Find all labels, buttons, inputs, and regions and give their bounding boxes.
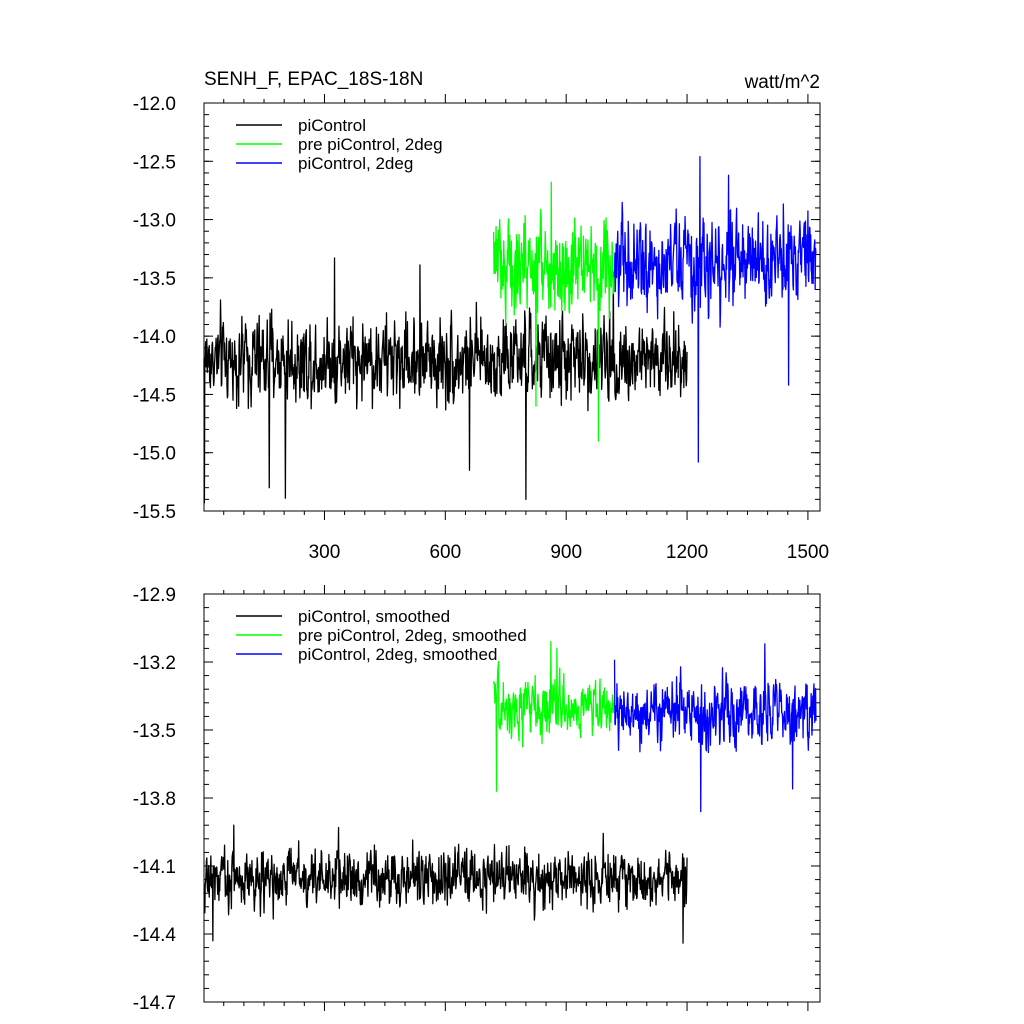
y-tick-label: -12.0 bbox=[133, 94, 176, 115]
x-tick-label: 600 bbox=[429, 542, 461, 563]
y-tick-label: -14.1 bbox=[133, 857, 176, 878]
y-tick-label: -13.8 bbox=[133, 789, 176, 810]
y-tick-label: -12.9 bbox=[133, 585, 176, 606]
legend-label: pre piControl, 2deg bbox=[298, 135, 443, 154]
bottom-plot-frame bbox=[203, 593, 821, 1003]
top-plot-frame bbox=[203, 102, 821, 512]
y-tick-label: -14.5 bbox=[133, 385, 176, 406]
series-line bbox=[493, 181, 616, 442]
y-tick-label: -13.5 bbox=[133, 721, 176, 742]
y-tick-label: -14.4 bbox=[133, 925, 177, 946]
top-panel: SENH_F, EPAC_18S-18N watt/m^2 -12.0 -12.5… bbox=[133, 69, 829, 563]
y-tick-label: -15.5 bbox=[133, 502, 176, 523]
x-tick-label: 1500 bbox=[787, 542, 829, 563]
series-line bbox=[613, 155, 817, 463]
y-tick-label: -14.0 bbox=[133, 327, 176, 348]
y-tick-label: -13.5 bbox=[133, 269, 176, 290]
y-tick-label: -13.2 bbox=[133, 653, 176, 674]
bottom-series-group bbox=[203, 640, 817, 944]
series-line bbox=[613, 643, 817, 813]
series-line bbox=[203, 824, 688, 944]
top-axis-ticks: -12.0 -12.5 -13.0 -13.5 -14.0 -14.5 -15.0 -15.5… bbox=[133, 94, 829, 563]
x-tick-label: 900 bbox=[550, 542, 582, 563]
legend-label: pre piControl, 2deg, smoothed bbox=[298, 626, 527, 645]
series-line bbox=[203, 257, 688, 504]
x-tick-label: 300 bbox=[309, 542, 341, 563]
y-tick-label: -15.0 bbox=[133, 444, 176, 465]
y-tick-label: -13.0 bbox=[133, 211, 176, 232]
legend-label: piControl, 2deg bbox=[298, 154, 413, 173]
top-series-group bbox=[203, 155, 817, 504]
legend-label: piControl, smoothed bbox=[298, 607, 450, 626]
bottom-panel: -12.9 -13.2 -13.5 -13.8 -14.1 -14.4 -14.7 piCo… bbox=[133, 585, 821, 1014]
units-label: watt/m^2 bbox=[744, 72, 820, 93]
bottom-axis-ticks: -12.9 -13.2 -13.5 -13.8 -14.1 -14.4 -14.7 bbox=[133, 585, 820, 1014]
legend-label: piControl, 2deg, smoothed bbox=[298, 645, 497, 664]
x-tick-label: 1200 bbox=[666, 542, 708, 563]
series-line bbox=[493, 640, 616, 792]
y-tick-label: -14.7 bbox=[133, 993, 176, 1014]
legend-label: piControl bbox=[298, 116, 366, 135]
chart-title: SENH_F, EPAC_18S-18N bbox=[204, 69, 423, 90]
y-tick-label: -12.5 bbox=[133, 152, 176, 173]
